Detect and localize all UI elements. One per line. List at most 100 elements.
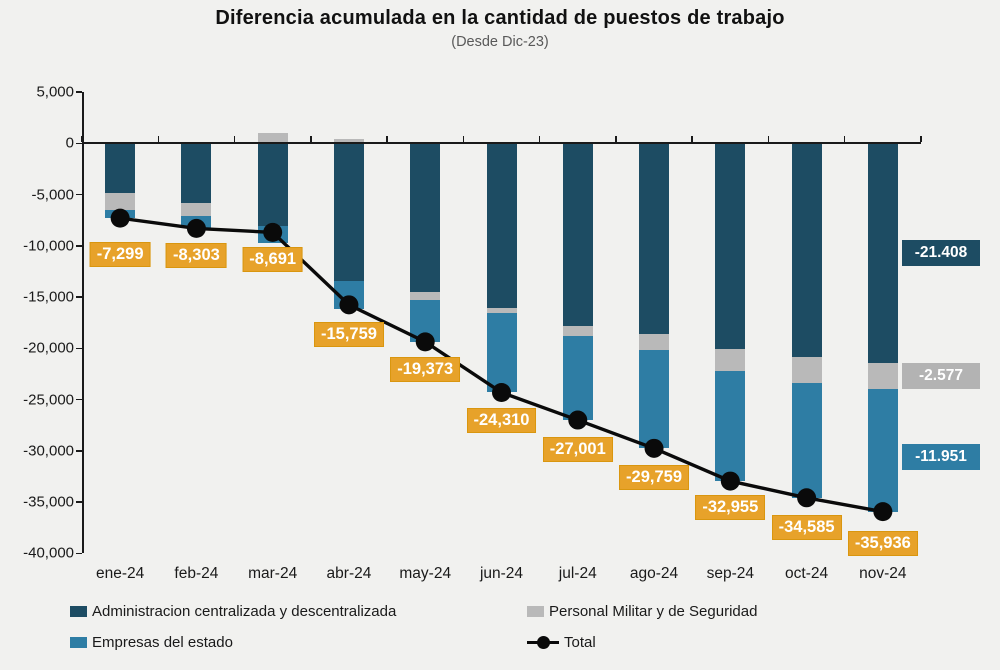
y-axis-line [82, 92, 84, 554]
legend-label-empresas: Empresas del estado [92, 634, 233, 651]
y-axis-tick-label: -30,000 [23, 442, 74, 460]
y-axis-tick [76, 398, 82, 401]
bar-segment-s2-nov-24 [867, 389, 898, 512]
y-axis-tick [76, 347, 82, 350]
bar-segment-s2-jun-24 [486, 313, 517, 393]
bar-segment-s2-abr-24 [333, 281, 364, 310]
total-label-may-24: -19,373 [390, 356, 461, 382]
y-axis-tick [76, 501, 82, 503]
legend-swatch-administracion-icon [70, 606, 87, 617]
total-label-mar-24: -8,691 [242, 247, 304, 273]
legend-label-personal-militar: Personal Militar y de Seguridad [549, 603, 758, 620]
x-axis-category-label: ene-24 [95, 565, 145, 582]
bar-segment-s1-ene-24 [105, 193, 136, 210]
bar-segment-s0-nov-24 [867, 143, 898, 363]
bar-segment-s2-ago-24 [639, 349, 670, 449]
y-axis-tick-label: -20,000 [23, 339, 74, 357]
x-axis-tick [310, 136, 312, 143]
y-axis-tick [76, 245, 82, 247]
chart-subtitle: (Desde Dic-23) [451, 34, 549, 50]
x-axis-category-label: jun-24 [479, 565, 524, 582]
legend-total-line-dot-icon [527, 636, 559, 649]
y-axis-tick [76, 450, 82, 452]
x-axis-tick [233, 136, 236, 143]
x-axis-tick [767, 136, 770, 143]
chart-title: Diferencia acumulada en la cantidad de p… [215, 7, 785, 29]
y-axis-tick-label: -40,000 [23, 544, 74, 562]
x-axis-tick [691, 136, 693, 143]
bar-segment-s2-jul-24 [562, 335, 593, 421]
total-label-ago-24: -29,759 [619, 465, 690, 491]
x-axis-category-label: mar-24 [248, 565, 298, 582]
x-axis-tick [157, 136, 160, 143]
x-axis-category-label: sep-24 [706, 565, 755, 582]
legend-swatch-empresas-icon [70, 637, 87, 648]
y-axis-tick-label: -15,000 [23, 288, 74, 306]
y-axis-tick-label: -5,000 [31, 186, 74, 204]
bar-segment-s1-jul-24 [562, 325, 593, 336]
bar-segment-s0-sep-24 [715, 143, 746, 349]
bar-segment-s0-oct-24 [791, 143, 822, 357]
bar-segment-s2-feb-24 [181, 215, 212, 229]
bar-segment-s2-may-24 [410, 300, 441, 342]
bar-segment-s1-feb-24 [181, 202, 212, 216]
bar-segment-s0-jun-24 [486, 143, 517, 308]
x-axis-line [82, 142, 921, 145]
y-axis-tick-label: -35,000 [23, 493, 74, 511]
x-axis-tick [462, 136, 465, 143]
x-axis-category-label: ago-24 [629, 565, 679, 582]
bar-segment-s1-nov-24 [867, 362, 898, 390]
legend-item-empresas: Empresas del estado [70, 634, 233, 651]
y-axis-tick-label: 0 [65, 134, 74, 152]
callout-administracion: -21.408 [902, 240, 980, 267]
legend-item-administracion: Administracion centralizada y descentral… [70, 603, 396, 620]
x-axis-category-label: abr-24 [326, 565, 372, 582]
total-label-nov-24: -35,936 [847, 530, 918, 556]
x-axis-tick [920, 136, 922, 143]
y-axis-tick [76, 552, 82, 555]
callout-personal-militar: -2.577 [902, 362, 980, 389]
legend-item-personal-militar: Personal Militar y de Seguridad [527, 603, 757, 620]
legend-label-administracion: Administracion centralizada y descentral… [92, 603, 397, 620]
bar-segment-s1-abr-24 [333, 138, 364, 144]
y-axis-tick [76, 91, 82, 93]
total-label-abr-24: -15,759 [313, 321, 384, 347]
total-label-sep-24: -32,955 [695, 495, 766, 521]
x-axis-tick [615, 136, 617, 143]
total-label-oct-24: -34,585 [771, 514, 842, 540]
x-axis-tick [538, 136, 541, 143]
y-axis-tick-label: 5,000 [36, 83, 74, 101]
bar-segment-s0-jul-24 [562, 143, 593, 326]
x-axis-category-label: jul-24 [558, 565, 597, 582]
y-axis-tick [76, 142, 82, 145]
x-axis-category-label: may-24 [399, 565, 452, 582]
y-axis-tick [76, 296, 82, 298]
bar-segment-s1-sep-24 [715, 348, 746, 372]
legend-swatch-personal-militar-icon [527, 606, 544, 617]
callout-empresas: -11.951 [902, 444, 980, 471]
total-label-jun-24: -24,310 [466, 408, 537, 434]
x-axis-category-label: nov-24 [859, 565, 907, 582]
total-label-jul-24: -27,001 [542, 437, 613, 463]
bar-segment-s0-ene-24 [105, 143, 136, 194]
y-axis-tick-label: -10,000 [23, 237, 74, 255]
total-label-feb-24: -8,303 [166, 243, 227, 269]
legend-item-total: Total [527, 634, 596, 651]
bar-segment-s2-mar-24 [257, 225, 288, 243]
bar-segment-s0-feb-24 [181, 143, 212, 203]
bar-segment-s1-ago-24 [639, 333, 670, 350]
legend-label-total: Total [564, 634, 596, 651]
bar-segment-s1-mar-24 [257, 132, 288, 144]
x-axis-category-label: feb-24 [174, 565, 219, 582]
x-axis-category-label: oct-24 [785, 565, 829, 582]
bar-segment-s0-abr-24 [333, 143, 364, 282]
bar-segment-s0-mar-24 [257, 143, 288, 226]
total-label-ene-24: -7,299 [89, 242, 151, 268]
bar-segment-s2-sep-24 [715, 371, 746, 482]
bar-segment-s2-oct-24 [791, 382, 822, 498]
bar-segment-s1-oct-24 [791, 356, 822, 383]
y-axis-tick-label: -25,000 [23, 391, 74, 409]
bar-segment-s1-may-24 [410, 292, 441, 301]
x-axis-tick [386, 136, 388, 143]
